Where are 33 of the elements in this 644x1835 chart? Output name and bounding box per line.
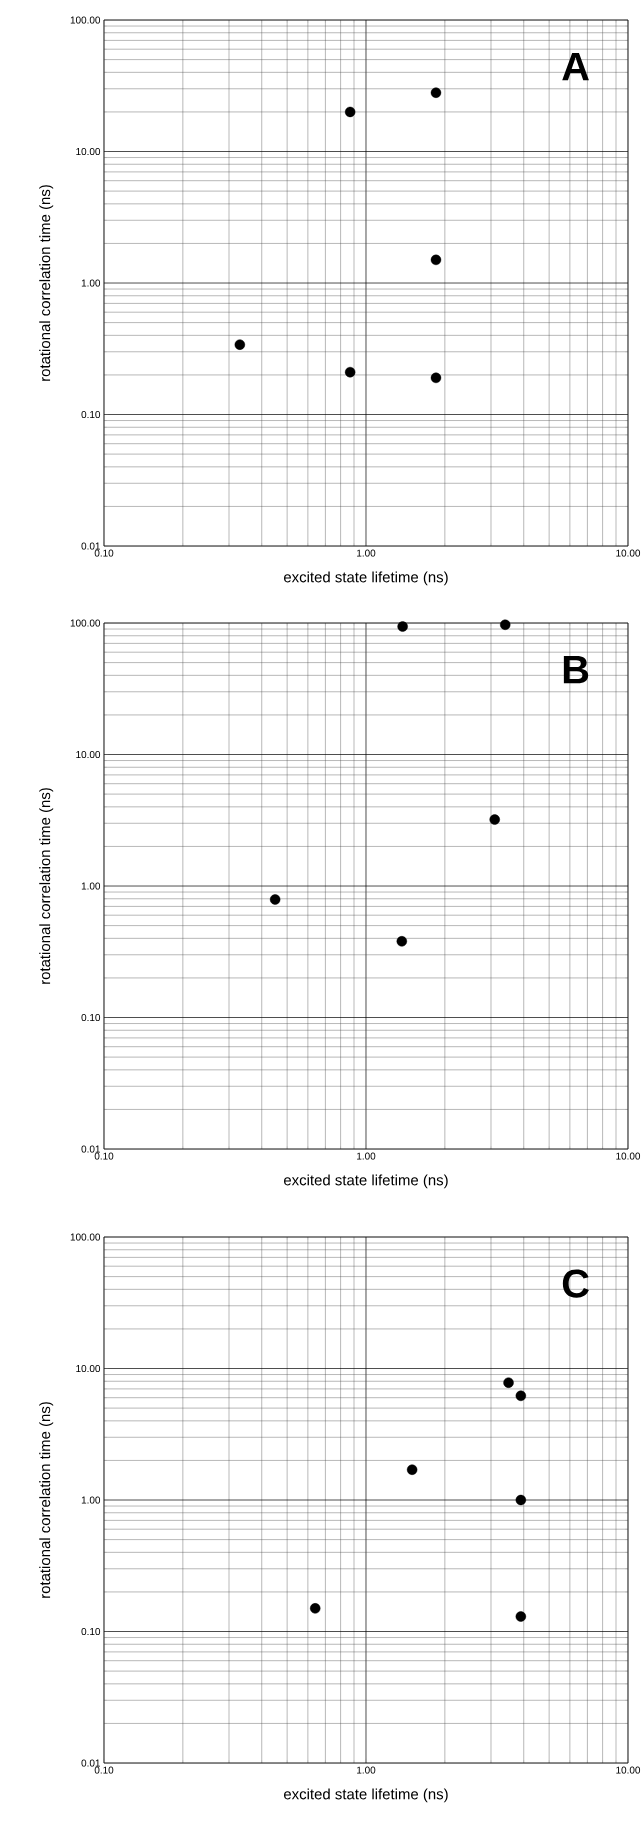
x-axis-title: excited state lifetime (ns) bbox=[284, 1174, 448, 1189]
x-tick-label: 1.00 bbox=[357, 1766, 376, 1774]
text: B bbox=[563, 655, 589, 684]
text: A bbox=[562, 52, 590, 81]
x-tick-label: 1.00 bbox=[357, 549, 376, 557]
y-tick-label: 0.10 bbox=[81, 1013, 101, 1022]
y-tick-label: 0.01 bbox=[81, 1759, 101, 1767]
x-tick-label: 1.00 bbox=[357, 1152, 376, 1160]
x-tick-label: 0.10 bbox=[94, 1152, 114, 1160]
x-tick-label: 10.00 bbox=[616, 549, 641, 557]
y-tick-label: 0.10 bbox=[81, 1627, 101, 1636]
y-tick-label: 0.10 bbox=[81, 410, 101, 419]
x-tick-label: 0.10 bbox=[94, 1766, 114, 1774]
y-tick-label: 100.00 bbox=[70, 16, 101, 24]
y-tick-label: 10.00 bbox=[76, 750, 101, 759]
y-tick-label: 1.00 bbox=[81, 279, 101, 287]
x-axis-title: excited state lifetime (ns) bbox=[284, 1788, 448, 1803]
y-tick-label: 0.01 bbox=[81, 1145, 101, 1153]
y-axis-title: rotational correlation time (ns) bbox=[39, 185, 54, 381]
y-tick-label: 100.00 bbox=[70, 1233, 101, 1241]
x-tick-label: 10.00 bbox=[616, 1152, 641, 1160]
x-tick-label: 10.00 bbox=[616, 1766, 641, 1774]
y-tick-label: 100.00 bbox=[70, 619, 101, 627]
text: C bbox=[562, 1269, 589, 1298]
y-tick-label: 1.00 bbox=[81, 1496, 101, 1504]
x-axis-title: excited state lifetime (ns) bbox=[284, 571, 448, 586]
y-tick-label: 10.00 bbox=[76, 147, 101, 156]
y-axis-title: rotational correlation time (ns) bbox=[39, 788, 54, 984]
y-tick-label: 1.00 bbox=[81, 882, 101, 890]
y-tick-label: 10.00 bbox=[76, 1364, 101, 1373]
y-tick-label: 0.01 bbox=[81, 542, 101, 550]
y-axis-title: rotational correlation time (ns) bbox=[39, 1402, 54, 1598]
x-tick-label: 0.10 bbox=[94, 549, 114, 557]
